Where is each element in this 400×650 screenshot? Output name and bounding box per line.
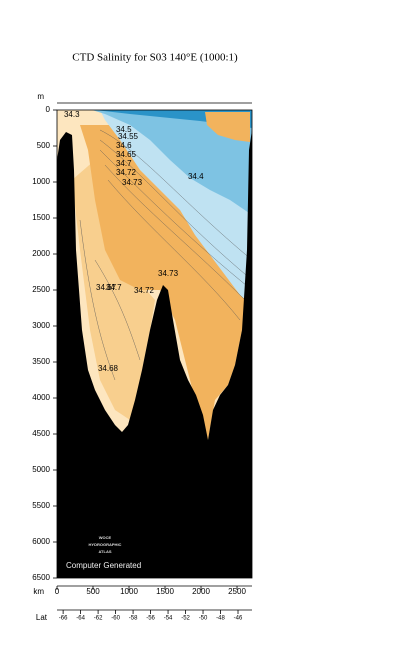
plot-frame — [56, 109, 253, 579]
y-tick-label: 6000 — [32, 537, 50, 546]
contour-label: 34.3 — [64, 110, 80, 119]
y-tick-label: 6500 — [32, 573, 50, 582]
contour-label: 34.73 — [122, 178, 143, 187]
x-tick-label: 1500 — [156, 587, 174, 596]
contour-label: 34.7 — [116, 159, 132, 168]
y-tick-label: 3000 — [32, 321, 50, 330]
watermark: ATLAS — [98, 549, 111, 554]
contour-label: 34.72 — [134, 286, 155, 295]
y-tick-label: 3500 — [32, 357, 50, 366]
x-tick-label: 1000 — [120, 587, 138, 596]
contour-label: 34.4 — [188, 172, 204, 181]
contour-label: 34.6 — [116, 141, 132, 150]
watermark: HYDROGRAPHIC — [89, 542, 122, 547]
y-tick-label: 0 — [46, 105, 51, 114]
x-tick-label: 0 — [55, 587, 60, 596]
y-tick-label: 2000 — [32, 249, 50, 258]
contour-label: 34.65 — [116, 150, 137, 159]
contour-label: 34.5 — [116, 125, 132, 134]
x2-tick-label: -46 — [234, 616, 243, 622]
contour-label: 34.55 — [118, 132, 139, 141]
contour-label: 34.73 — [158, 269, 179, 278]
x-tick-label: 500 — [86, 587, 100, 596]
watermark: WOCE — [99, 535, 112, 540]
y-tick-label: 5500 — [32, 501, 50, 510]
x2-tick-label: -58 — [129, 616, 138, 622]
x-tick-label: 2000 — [192, 587, 210, 596]
y-tick-label: 500 — [37, 141, 51, 150]
x2-axis-label: Lat — [36, 613, 48, 622]
x2-tick-label: -66 — [59, 616, 68, 622]
chart-title: CTD Salinity for S03 140°E (1000:1) — [72, 52, 238, 64]
contour-label: 34.7 — [106, 283, 122, 292]
x2-tick-label: -60 — [111, 616, 120, 622]
y-axis-label: m — [37, 92, 44, 101]
x2-tick-label: -50 — [199, 616, 208, 622]
contour-label: 34.67 — [96, 283, 117, 292]
contour-label: 34.72 — [116, 168, 137, 177]
y-tick-label: 2500 — [32, 285, 50, 294]
contour-label: 34.68 — [98, 364, 119, 373]
x2-tick-label: -64 — [76, 616, 85, 622]
x2-tick-label: -48 — [216, 616, 225, 622]
x-tick-label: 2500 — [228, 587, 246, 596]
x-axis-label: km — [33, 587, 44, 596]
y-tick-label: 4500 — [32, 429, 50, 438]
y-tick-label: 1500 — [32, 213, 50, 222]
y-tick-label: 4000 — [32, 393, 50, 402]
y-tick-label: 5000 — [32, 465, 50, 474]
y-tick-label: 1000 — [32, 177, 50, 186]
x2-tick-label: -52 — [181, 616, 190, 622]
footer: Computer Generated — [66, 561, 141, 570]
salinity-field — [57, 110, 252, 578]
x2-tick-label: -56 — [146, 616, 155, 622]
x2-tick-label: -62 — [94, 616, 103, 622]
x2-tick-label: -54 — [164, 616, 173, 622]
